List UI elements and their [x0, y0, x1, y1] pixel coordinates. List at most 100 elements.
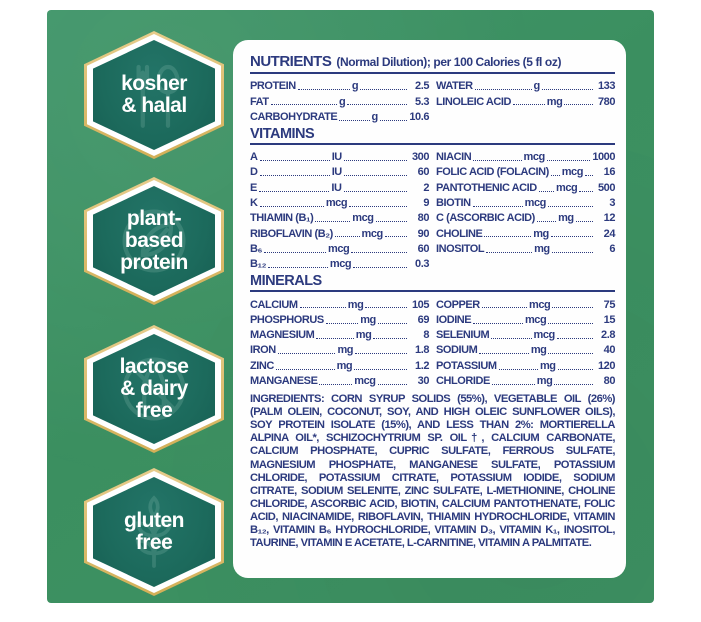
dotted-leader	[498, 368, 538, 370]
dotted-leader	[536, 221, 557, 223]
mineral-name: POTASSIUM	[436, 359, 497, 372]
mineral-unit: mcg	[354, 375, 376, 388]
dotted-leader	[551, 251, 593, 253]
mineral-value: 80	[603, 375, 616, 388]
dotted-leader	[343, 175, 407, 177]
vitamin-row: CHOLINE mg 24	[436, 224, 615, 239]
vitamin-row: FOLIC ACID (FOLACIN) mcg 16	[436, 163, 615, 178]
nutrient-unit: g	[371, 110, 379, 123]
vitamin-unit: mg	[534, 242, 550, 255]
nutrient-unit: g	[338, 95, 346, 108]
vitamin-unit: IU	[331, 151, 343, 164]
ingredients-paragraph: INGREDIENTS: CORN SYRUP SOLIDS (55%), VE…	[250, 393, 616, 550]
nutrient-name: WATER	[436, 80, 473, 93]
vitamin-name: C (ASCORBIC ACID)	[436, 212, 535, 225]
dotted-leader	[360, 89, 407, 91]
vitamin-unit: mcg	[352, 212, 374, 225]
dotted-leader	[546, 160, 591, 161]
dotted-leader	[550, 236, 593, 238]
dotted-leader	[270, 104, 337, 106]
vitamin-unit: mcg	[524, 197, 547, 210]
nutrients-columns: PROTEIN g 2.5 FAT g 5.3	[250, 77, 615, 123]
vitamin-value: 60	[417, 242, 430, 255]
vitamin-value: 2	[423, 181, 429, 194]
mineral-row: COPPER mcg 75	[436, 295, 615, 310]
vitamins-heading: VITAMINS	[250, 126, 615, 145]
dotted-leader	[474, 89, 532, 91]
dotted-leader	[550, 175, 560, 177]
vitamin-unit: mcg	[523, 151, 546, 164]
vitamin-value: 12	[603, 212, 616, 225]
mineral-unit: mcg	[529, 298, 551, 311]
mineral-row: POTASSIUM mg 120	[436, 356, 615, 371]
nutrient-row: PROTEIN g 2.5	[250, 77, 429, 92]
mineral-unit: mg	[336, 359, 353, 372]
vitamin-row: D IU 60	[250, 163, 429, 178]
mineral-row: SODIUM mg 40	[436, 341, 615, 356]
mineral-row: SELENIUM mcg 2.8	[436, 326, 615, 341]
dotted-leader	[297, 89, 350, 91]
badge-label-line: plant-	[126, 206, 182, 230]
dotted-leader	[355, 353, 407, 355]
mineral-unit: mg	[360, 313, 376, 326]
dotted-leader	[379, 119, 407, 121]
badge-label: gluten free	[124, 509, 185, 555]
vitamin-unit: mcg	[561, 166, 584, 179]
mineral-value: 30	[417, 375, 430, 388]
dotted-leader	[377, 322, 407, 324]
nutrients-left-list: PROTEIN g 2.5 FAT g 5.3	[250, 77, 429, 123]
mineral-row: MANGANESE mcg 30	[250, 372, 429, 387]
vitamin-value: 6	[609, 242, 615, 255]
badge-gluten-free: gluten free	[84, 468, 224, 596]
dotted-leader	[548, 353, 593, 355]
vitamin-value: 3	[609, 197, 615, 210]
dotted-leader	[556, 337, 593, 339]
vitamin-unit: mcg	[556, 181, 578, 194]
vitamin-row: E IU 2	[250, 178, 429, 193]
dotted-leader	[554, 383, 593, 385]
mineral-name: COPPER	[436, 298, 480, 311]
dotted-leader	[258, 190, 330, 192]
dotted-leader	[384, 236, 407, 238]
vitamin-unit: mg	[558, 212, 574, 225]
mineral-name: CHLORIDE	[436, 375, 490, 388]
nutrient-name: FAT	[250, 95, 269, 108]
mineral-value: 15	[603, 313, 616, 326]
vitamin-value: 16	[603, 166, 616, 179]
mineral-name: MANGANESE	[250, 375, 318, 388]
dotted-leader	[353, 267, 407, 269]
dotted-leader	[377, 383, 407, 385]
vitamin-row: RIBOFLAVIN (B₂) mcg 90	[250, 224, 429, 239]
dotted-leader	[557, 368, 593, 370]
minerals-columns: CALCIUM mg 105 PHOSPHORUS mg 69	[250, 295, 615, 387]
vitamin-name: B₁₂	[250, 258, 267, 271]
dotted-leader	[347, 104, 407, 106]
vitamin-name: NIACIN	[436, 151, 472, 164]
vitamin-value: 1000	[592, 151, 615, 164]
dotted-leader	[484, 236, 532, 238]
vitamin-row: B₆ mcg 60	[250, 240, 429, 255]
dotted-leader	[541, 89, 593, 91]
vitamin-value: 300	[411, 151, 429, 164]
dotted-leader	[472, 205, 523, 207]
dotted-leader	[268, 267, 328, 269]
badge-label-line: kosher	[121, 71, 187, 95]
badge-label-line: free	[135, 531, 173, 554]
mineral-row: MAGNESIUM mg 8	[250, 326, 429, 341]
mineral-value: 40	[603, 344, 616, 357]
dotted-leader	[538, 190, 554, 192]
mineral-value: 105	[411, 298, 429, 311]
vitamin-row: C (ASCORBIC ACID) mg 12	[436, 209, 615, 224]
nutrient-value: 780	[597, 95, 615, 108]
dotted-leader	[319, 383, 353, 385]
vitamin-name: INOSITOL	[436, 242, 485, 255]
vitamin-row: PANTOTHENIC ACID mcg 500	[436, 178, 615, 193]
mineral-value: 120	[597, 359, 615, 372]
vitamin-name: THIAMIN (B₁)	[250, 212, 314, 225]
nutrient-row: FAT g 5.3	[250, 92, 429, 107]
mineral-unit: mg	[530, 344, 547, 357]
mineral-row: IRON mg 1.8	[250, 341, 429, 356]
mineral-name: PHOSPHORUS	[250, 313, 324, 326]
minerals-heading: MINERALS	[250, 273, 615, 293]
vitamin-value: 80	[417, 212, 430, 225]
